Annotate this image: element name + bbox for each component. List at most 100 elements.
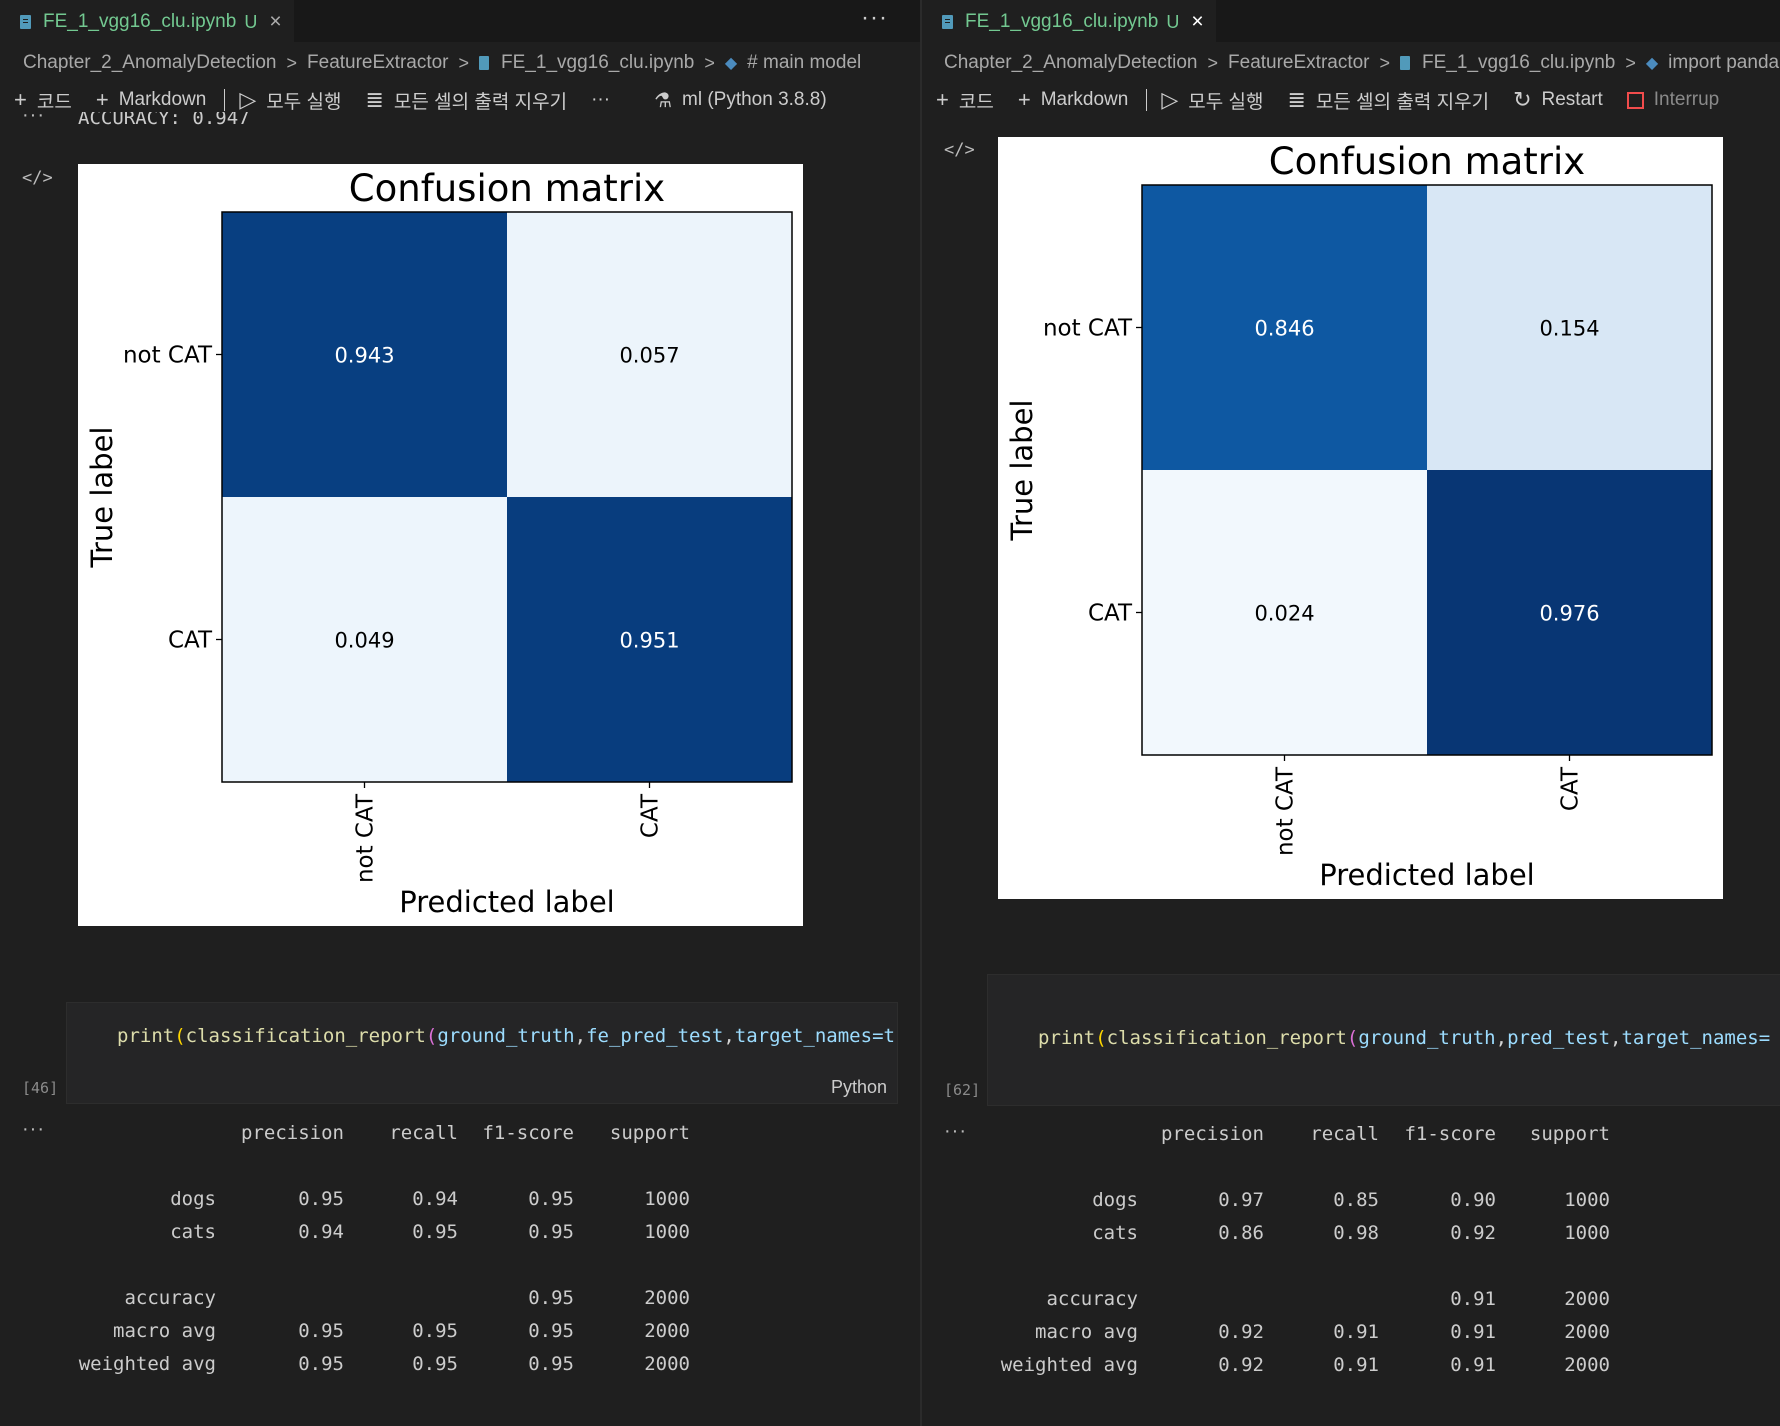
y-axis-label: True label [1005,400,1039,542]
toolbar-divider [1146,89,1148,111]
cell-value-label: 0.057 [619,344,679,368]
matrix-cell [1142,470,1427,755]
report-cell-value: 0.95 [528,1353,574,1375]
confusion-matrix-figure: Confusion matrix 0.846 0.154 0.024 0.976 not … [998,137,1723,899]
close-icon[interactable]: × [269,10,282,33]
code-token-paren: ( [425,1025,438,1047]
y-axis-label: True label [85,427,119,569]
cell-language-label[interactable]: Python [830,1077,887,1097]
report-cell-value: 0.95 [298,1320,344,1342]
breadcrumb-item-folder[interactable]: Chapter_2_AnomalyDetection [23,52,277,73]
report-cell-value: 0.95 [528,1287,574,1309]
editor-tab[interactable]: FE_1_vgg16_clu.ipynb U × [922,0,1216,43]
left-editor-pane: FE_1_vgg16_clu.ipynb U × ··· Chapter_2_A… [0,0,898,1375]
confusion-matrix-chart: Confusion matrix 0.943 0.057 0.049 0.951 not … [85,167,793,919]
add-code-cell-button[interactable]: + 코드 [936,87,994,114]
report-cell-value: 2000 [644,1320,690,1342]
x-tick-label: not CAT [353,793,379,883]
code-token-variable: pred_test [1507,1027,1611,1049]
clear-outputs-button[interactable]: ≣ 모든 셀의 출력 지우기 [365,87,567,114]
editor-tab[interactable]: FE_1_vgg16_clu.ipynb U × [0,0,294,43]
clear-outputs-button[interactable]: ≣ 모든 셀의 출력 지우기 [1287,87,1489,114]
breadcrumb-item-folder[interactable]: Chapter_2_AnomalyDetection [944,52,1198,73]
matrix-cell [222,497,507,782]
report-column-header: f1-score [1404,1123,1496,1145]
kernel-picker[interactable]: ⚗ ml (Python 3.8.8) [654,88,827,113]
report-cell-value: 0.95 [298,1353,344,1375]
more-actions-icon[interactable]: ··· [861,4,888,31]
report-cell-value: 0.94 [298,1221,344,1243]
notebook-file-icon [20,15,31,29]
add-code-cell-button[interactable]: + 코드 [14,87,72,114]
report-cell-value: 0.95 [412,1320,458,1342]
toolbar-more-button[interactable]: ··· [591,89,610,111]
classification-report-output: precision recall f1-score support dogs 0.97 0.… [922,1118,1780,1418]
report-column-header: recall [1310,1123,1379,1145]
breadcrumb-item-file[interactable]: FE_1_vgg16_clu.ipynb [1422,52,1616,73]
add-markdown-cell-button[interactable]: + Markdown [96,87,207,113]
interrupt-kernel-button[interactable]: Interrup [1626,89,1719,111]
chevron-right-icon: > [1625,52,1636,73]
breadcrumb-item-file[interactable]: FE_1_vgg16_clu.ipynb [501,52,695,73]
report-cell-value: 0.95 [298,1188,344,1210]
output-more-icon[interactable]: ··· [22,1118,45,1140]
cell-value-label: 0.049 [334,629,394,653]
add-markdown-cell-button[interactable]: + Markdown [1018,87,1129,113]
confusion-matrix-chart: Confusion matrix 0.846 0.154 0.024 0.976 not … [1005,140,1713,892]
breadcrumb-item-subfolder[interactable]: FeatureExtractor [307,52,449,73]
report-cell-value: 0.92 [1218,1321,1264,1343]
report-cell-value: 0.95 [528,1320,574,1342]
breadcrumb-item-cell[interactable]: # main model [747,52,862,73]
report-row-label: dogs [170,1188,216,1210]
cell-value-label: 0.154 [1539,317,1599,341]
cell-value-label: 0.846 [1254,317,1314,341]
code-output-icon[interactable]: </> [22,168,53,188]
restart-kernel-button[interactable]: ↻ Restart [1513,87,1603,113]
output-more-icon[interactable]: ··· [22,104,45,126]
notebook-file-icon [942,15,953,29]
pane-divider[interactable] [920,0,922,1426]
report-cell-value: 2000 [1564,1288,1610,1310]
code-line[interactable]: print(classification_report(ground_truth… [1038,1027,1770,1049]
report-column-header: support [1529,1123,1610,1145]
report-cell-value: 0.95 [528,1221,574,1243]
code-token-variable: target_names= [1621,1027,1771,1049]
code-cell[interactable]: print(classification_report(ground_truth… [66,1002,898,1104]
accuracy-output-text: ACCURACY: 0.947 [78,112,250,129]
chevron-right-icon: > [1207,52,1219,73]
run-all-label: 모두 실행 [266,91,342,113]
plot-frame [221,211,793,783]
tab-title: FE_1_vgg16_clu.ipynb [965,11,1159,32]
add-code-label: 코드 [36,91,72,113]
report-cell-value: 1000 [644,1188,690,1210]
report-row-label: cats [1092,1222,1138,1244]
code-output-icon[interactable]: </> [944,140,975,160]
report-cell-value: 0.92 [1450,1222,1496,1244]
y-tick-label: CAT [1088,601,1133,627]
untracked-status-badge: U [244,11,258,32]
code-line[interactable]: print(classification_report(ground_truth… [117,1025,895,1047]
report-cell-value: 0.91 [1333,1321,1379,1343]
matrix-cell [507,497,792,782]
code-token-variable: ground_truth [437,1025,575,1047]
cell-value-label: 0.943 [334,344,394,368]
code-token-function: classification_report [185,1025,426,1047]
report-row-label: weighted avg [1000,1354,1138,1376]
cell-value-label: 0.951 [619,629,679,653]
restart-icon: ↻ [1513,87,1532,112]
run-all-button[interactable]: ▷ 모두 실행 [1161,87,1263,114]
kernel-icon: ⚗ [654,89,672,112]
chevron-right-icon: > [286,52,298,73]
report-row-label: dogs [1092,1189,1138,1211]
y-tick-label: CAT [168,628,213,654]
breadcrumb-item-subfolder[interactable]: FeatureExtractor [1228,52,1370,73]
output-more-icon[interactable]: ··· [944,1120,967,1142]
breadcrumb-item-cell[interactable]: import panda [1668,52,1780,73]
code-cell[interactable]: print(classification_report(ground_truth… [987,974,1780,1106]
code-token-variable: target_names=t [734,1025,895,1047]
run-all-button[interactable]: ▷ 모두 실행 [239,87,341,114]
notebook-file-icon [479,56,490,70]
chevron-right-icon: > [704,52,715,73]
report-cell-value: 2000 [644,1287,690,1309]
close-icon[interactable]: × [1191,10,1204,33]
